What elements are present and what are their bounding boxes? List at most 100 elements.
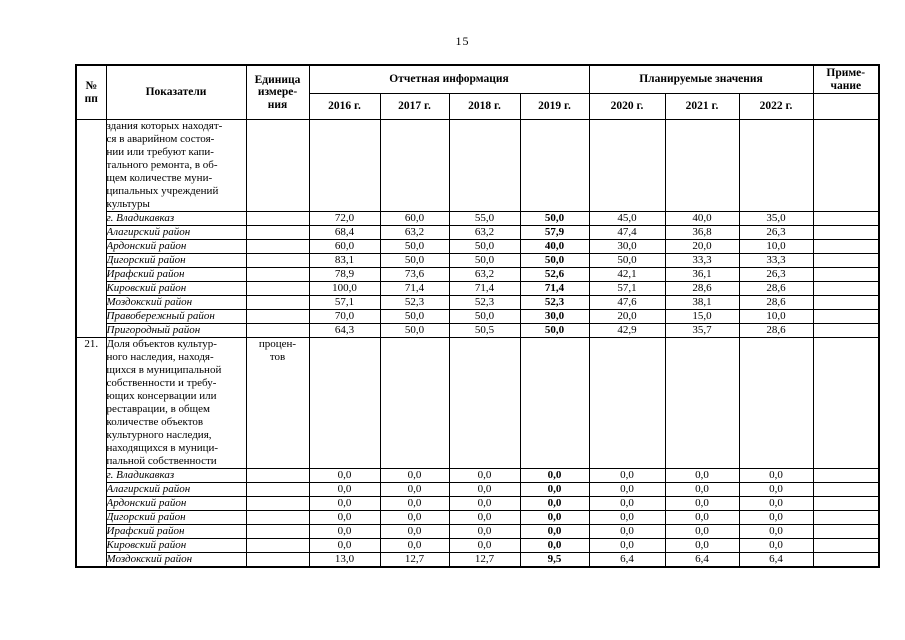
value-cell: 28,6 bbox=[738, 281, 814, 296]
header-indicators: Показатели bbox=[105, 64, 247, 120]
header-num: № пп bbox=[75, 64, 107, 120]
value-cell bbox=[738, 337, 814, 469]
header-unit: Единица измере- ния bbox=[245, 64, 310, 120]
value-cell: 26,3 bbox=[738, 267, 814, 282]
value-cell: 0,0 bbox=[379, 482, 450, 497]
value-cell: 100,0 bbox=[308, 281, 381, 296]
note-cell bbox=[812, 225, 880, 240]
value-cell: 60,0 bbox=[379, 211, 450, 226]
value-cell: 55,0 bbox=[448, 211, 521, 226]
value-cell: 50,0 bbox=[379, 239, 450, 254]
unit-cell bbox=[245, 253, 310, 268]
value-cell: 52,6 bbox=[519, 267, 590, 282]
value-cell: 0,0 bbox=[379, 538, 450, 553]
indicator-text: Доля объектов культур- ного наследия, на… bbox=[105, 337, 247, 469]
value-cell: 45,0 bbox=[588, 211, 666, 226]
value-cell: 63,2 bbox=[379, 225, 450, 240]
value-cell: 0,0 bbox=[588, 524, 666, 539]
value-cell: 63,2 bbox=[448, 267, 521, 282]
note-cell bbox=[812, 538, 880, 553]
value-cell: 0,0 bbox=[448, 496, 521, 511]
header-year-2017: 2017 г. bbox=[379, 93, 450, 120]
value-cell: 0,0 bbox=[519, 482, 590, 497]
district-name: Моздокский район bbox=[105, 295, 247, 310]
value-cell: 0,0 bbox=[519, 538, 590, 553]
value-cell: 50,0 bbox=[379, 253, 450, 268]
header-year-2022: 2022 г. bbox=[738, 93, 814, 120]
unit-cell bbox=[245, 239, 310, 254]
value-cell bbox=[519, 337, 590, 469]
unit-cell bbox=[245, 538, 310, 553]
value-cell bbox=[519, 119, 590, 212]
district-row: Ирафский район 78,9 73,6 63,2 52,6 42,1 36,1 26… bbox=[76, 267, 880, 282]
value-cell: 0,0 bbox=[664, 482, 740, 497]
note-cell bbox=[812, 552, 880, 568]
value-cell: 47,4 bbox=[588, 225, 666, 240]
header-year-2016: 2016 г. bbox=[308, 93, 381, 120]
district-name: Ардонский район bbox=[105, 239, 247, 254]
value-cell: 6,4 bbox=[664, 552, 740, 568]
unit-cell bbox=[245, 295, 310, 310]
header-note-empty bbox=[812, 93, 880, 120]
value-cell: 64,3 bbox=[308, 323, 381, 338]
district-name: Ардонский район bbox=[105, 496, 247, 511]
district-name: Алагирский район bbox=[105, 225, 247, 240]
value-cell: 15,0 bbox=[664, 309, 740, 324]
unit-cell bbox=[245, 323, 310, 338]
value-cell: 30,0 bbox=[588, 239, 666, 254]
value-cell: 26,3 bbox=[738, 225, 814, 240]
value-cell: 71,4 bbox=[519, 281, 590, 296]
value-cell: 50,0 bbox=[448, 253, 521, 268]
value-cell: 50,0 bbox=[519, 211, 590, 226]
note-cell bbox=[812, 253, 880, 268]
section-number: 21. bbox=[75, 337, 107, 568]
value-cell: 0,0 bbox=[738, 482, 814, 497]
header-year-2020: 2020 г. bbox=[588, 93, 666, 120]
value-cell: 12,7 bbox=[448, 552, 521, 568]
value-cell: 57,1 bbox=[308, 295, 381, 310]
value-cell: 50,0 bbox=[519, 323, 590, 338]
note-cell bbox=[812, 524, 880, 539]
unit-cell bbox=[245, 309, 310, 324]
value-cell: 60,0 bbox=[308, 239, 381, 254]
value-cell bbox=[588, 337, 666, 469]
value-cell: 0,0 bbox=[588, 482, 666, 497]
value-cell: 0,0 bbox=[379, 468, 450, 483]
value-cell: 40,0 bbox=[519, 239, 590, 254]
value-cell: 38,1 bbox=[664, 295, 740, 310]
value-cell: 47,6 bbox=[588, 295, 666, 310]
value-cell: 0,0 bbox=[588, 496, 666, 511]
district-row: Пригородный район 64,3 50,0 50,5 50,0 42,9 35,… bbox=[76, 323, 880, 338]
unit-cell bbox=[245, 468, 310, 483]
value-cell: 0,0 bbox=[664, 524, 740, 539]
value-cell: 0,0 bbox=[308, 468, 381, 483]
district-row: Кировский район 0,0 0,0 0,0 0,0 0,0 0,0 0,0 bbox=[76, 538, 880, 553]
value-cell: 73,6 bbox=[379, 267, 450, 282]
value-cell: 0,0 bbox=[308, 538, 381, 553]
district-name: Кировский район bbox=[105, 538, 247, 553]
value-cell: 20,0 bbox=[588, 309, 666, 324]
district-row: г. Владикавказ 0,0 0,0 0,0 0,0 0,0 0,0 0,0 bbox=[76, 468, 880, 483]
header-group-row: № пп Показатели Единица измере- ния Отче… bbox=[75, 64, 880, 120]
district-row: Алагирский район 68,4 63,2 63,2 57,9 47,4 36,8… bbox=[76, 225, 880, 240]
district-row: г. Владикавказ 72,0 60,0 55,0 50,0 45,0 40,0 35… bbox=[76, 211, 880, 226]
value-cell: 33,3 bbox=[738, 253, 814, 268]
header-reported-group: Отчетная информация bbox=[308, 64, 590, 94]
district-name: Правобережный район bbox=[105, 309, 247, 324]
unit-cell bbox=[245, 267, 310, 282]
value-cell: 0,0 bbox=[519, 468, 590, 483]
value-cell: 63,2 bbox=[448, 225, 521, 240]
value-cell bbox=[448, 119, 521, 212]
district-name: Дигорский район bbox=[105, 510, 247, 525]
section-indicator-row: здания которых находят- ся в аварийном с… bbox=[75, 119, 880, 338]
value-cell: 50,5 bbox=[448, 323, 521, 338]
unit-of-measure: процен- тов bbox=[245, 337, 310, 469]
value-cell: 28,6 bbox=[664, 281, 740, 296]
value-cell: 0,0 bbox=[308, 482, 381, 497]
value-cell: 0,0 bbox=[588, 510, 666, 525]
header-year-2019: 2019 г. bbox=[519, 93, 590, 120]
unit-cell bbox=[245, 496, 310, 511]
value-cell: 0,0 bbox=[664, 496, 740, 511]
value-cell: 0,0 bbox=[379, 510, 450, 525]
